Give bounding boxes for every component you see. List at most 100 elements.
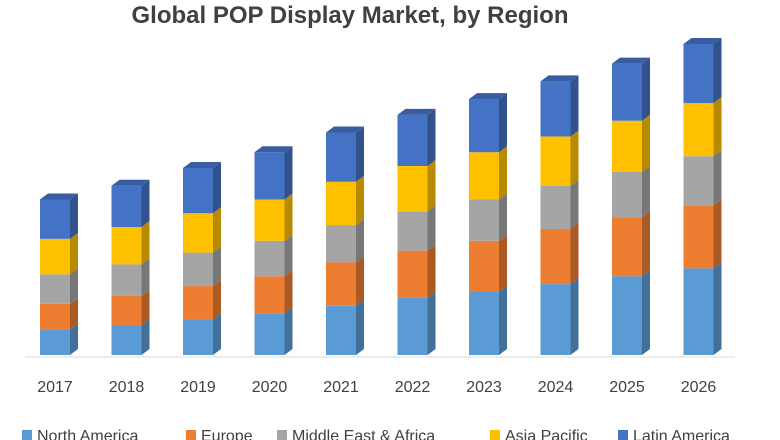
bar-side <box>70 297 78 330</box>
bar-side <box>356 299 364 355</box>
bar-stack-2023 <box>469 93 507 355</box>
legend-label: North America <box>37 428 138 440</box>
bar-face <box>326 262 356 306</box>
bar-side <box>499 146 507 200</box>
bar-top <box>326 126 364 133</box>
bar-stack-2024 <box>540 75 579 355</box>
bar-top <box>254 146 293 153</box>
bar-side <box>284 234 293 277</box>
bar-side <box>427 205 436 251</box>
bar-segment-2018-latin-america <box>111 179 150 228</box>
bar-side <box>70 268 78 304</box>
bar-face <box>326 132 356 182</box>
bar-side <box>427 291 436 355</box>
bar-side <box>499 93 507 153</box>
x-tick-label: 2021 <box>323 379 359 396</box>
bar-stack-2017 <box>40 193 78 355</box>
bar-side <box>284 270 293 314</box>
bar-segment-2017-latin-america <box>40 193 78 239</box>
bar-segment-2017-north-america <box>40 323 78 355</box>
bar-segment-2025-middle-east-africa <box>612 165 650 218</box>
bar-face <box>469 199 499 241</box>
bar-segment-2017-europe <box>40 297 78 330</box>
bar-segment-2025-asia-pacific <box>612 114 650 172</box>
x-tick-label: 2022 <box>395 379 431 396</box>
bar-face <box>397 211 428 251</box>
bar-side <box>713 199 722 269</box>
bar-face <box>397 166 428 212</box>
bar-face <box>111 264 142 296</box>
bar-segment-2018-europe <box>111 289 150 326</box>
bar-stack-2020 <box>254 146 293 355</box>
x-tick-label: 2026 <box>681 379 717 396</box>
bar-segment-2024-latin-america <box>540 75 579 137</box>
bar-side <box>642 270 650 355</box>
bar-segment-2021-asia-pacific <box>326 175 364 226</box>
bar-segment-2021-latin-america <box>326 126 364 182</box>
bar-face <box>469 152 499 200</box>
bar-side <box>713 150 722 206</box>
legend-label: Europe <box>201 428 253 440</box>
bar-segment-2024-europe <box>540 223 579 285</box>
bar-face <box>540 81 571 137</box>
bar-segment-2022-europe <box>397 244 436 298</box>
bar-face <box>612 276 642 355</box>
bar-segment-2022-north-america <box>397 291 436 355</box>
bar-top <box>612 57 650 64</box>
bar-side <box>70 232 78 275</box>
bar-top <box>183 161 221 168</box>
bar-segment-2022-latin-america <box>397 108 436 166</box>
bar-face <box>183 252 213 287</box>
bar-side <box>499 286 507 355</box>
bar-side <box>642 57 650 121</box>
bar-side <box>284 307 293 355</box>
bar-face <box>683 205 714 269</box>
bar-segment-2018-middle-east-africa <box>111 258 150 296</box>
bar-segment-2023-latin-america <box>469 93 507 153</box>
legend-label: Middle East & Africa <box>292 428 435 440</box>
bar-segment-2021-europe <box>326 256 364 306</box>
bar-segment-2018-asia-pacific <box>111 221 150 265</box>
legend-swatch <box>186 430 196 440</box>
bar-face <box>326 225 356 263</box>
legend-item-asia-pacific: Asia Pacific <box>490 428 588 440</box>
bar-stack-2025 <box>612 57 650 355</box>
x-tick-label: 2024 <box>538 379 574 396</box>
bar-segment-2023-north-america <box>469 286 507 355</box>
bar-side <box>570 278 579 355</box>
bar-segment-2023-asia-pacific <box>469 146 507 200</box>
bar-side <box>427 108 436 166</box>
bar-top <box>40 193 78 200</box>
bar-face <box>683 156 714 206</box>
bar-segment-2023-europe <box>469 234 507 292</box>
x-tick-label: 2020 <box>252 379 288 396</box>
bar-segment-2021-middle-east-africa <box>326 219 364 263</box>
bar-face <box>683 103 714 157</box>
legend-swatch <box>618 430 628 440</box>
bar-side <box>713 262 722 355</box>
bar-face <box>683 268 714 355</box>
bar-stack-2026 <box>683 37 722 355</box>
bar-segment-2025-europe <box>612 211 650 277</box>
bar-segment-2017-middle-east-africa <box>40 268 78 304</box>
bar-side <box>499 234 507 292</box>
bar-segment-2019-north-america <box>183 313 221 355</box>
bar-face <box>254 240 285 277</box>
legend-swatch <box>490 430 500 440</box>
bar-face <box>469 292 499 355</box>
bar-segment-2024-asia-pacific <box>540 130 579 186</box>
bar-top <box>683 37 722 44</box>
bar-face <box>540 185 571 229</box>
bar-side <box>713 97 722 157</box>
bar-top <box>469 93 507 100</box>
bar-face <box>183 319 213 355</box>
bar-face <box>397 297 428 355</box>
bar-face <box>183 167 213 214</box>
bar-side <box>213 280 221 320</box>
bar-side <box>70 323 78 355</box>
bar-segment-2026-asia-pacific <box>683 97 722 157</box>
bar-stack-2018 <box>111 179 150 355</box>
bar-top <box>540 75 579 82</box>
bar-side <box>570 130 579 186</box>
bar-stack-2019 <box>183 161 221 355</box>
